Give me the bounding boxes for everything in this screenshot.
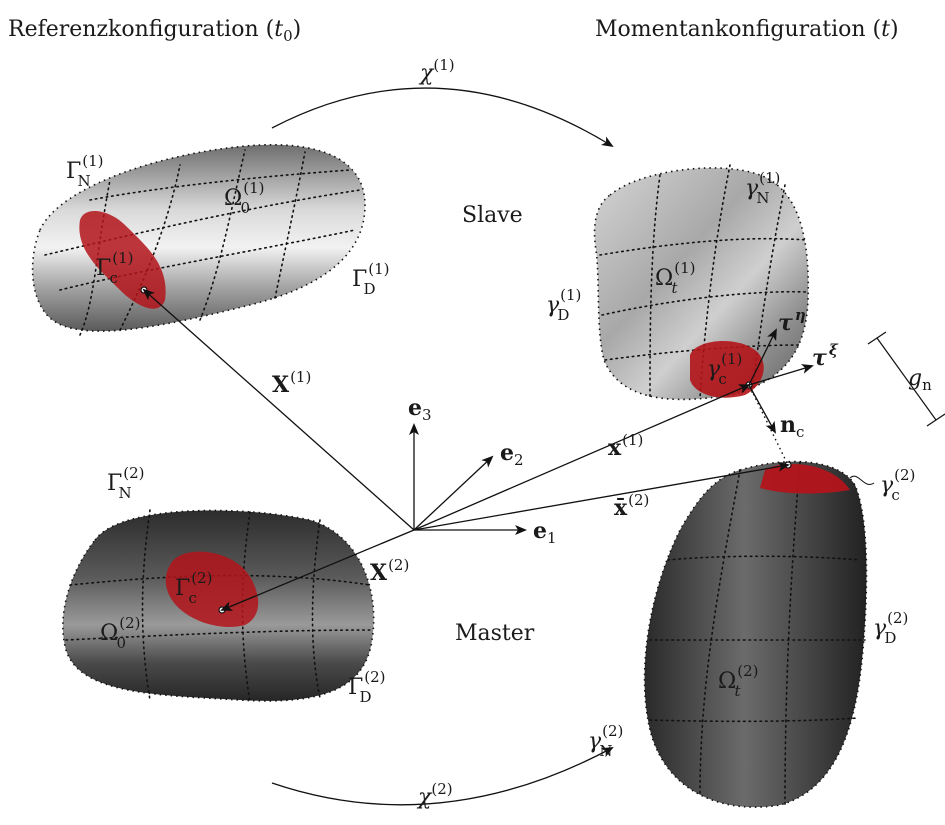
current-master-body bbox=[643, 460, 868, 808]
normal-label: nc bbox=[780, 412, 804, 441]
ref2-omega-label: Ω(2) 0 bbox=[100, 614, 141, 652]
X2-label: X(2) bbox=[370, 556, 409, 586]
gap-dimension-line bbox=[876, 337, 937, 421]
ref1-gamma-n-label: Γ(1) N bbox=[66, 152, 104, 190]
gap-label: gn bbox=[908, 366, 932, 394]
xbar2-vector bbox=[413, 461, 790, 531]
current-slave-contact-patch bbox=[690, 340, 764, 398]
ref1-gamma-c-label: Γ(1) c bbox=[96, 249, 134, 287]
cur2-gamma-c-label: γ(2) c bbox=[880, 466, 915, 504]
cur2-gamma-n-label: γ(2) N bbox=[588, 722, 623, 760]
current-config-header: Momentankonfiguration (t) bbox=[595, 17, 899, 42]
x1-vector bbox=[413, 384, 751, 531]
e3-label: e3 bbox=[408, 395, 432, 424]
X1-vector bbox=[142, 288, 415, 531]
tau-eta-arrow bbox=[748, 328, 777, 386]
current-slave-body bbox=[593, 164, 810, 401]
cur2-gamma-d-label: γ(2) D bbox=[873, 609, 908, 647]
gap-tick-bottom bbox=[926, 413, 945, 427]
xbar2-label: x̄(2) bbox=[614, 491, 649, 521]
gap-tick-top bbox=[867, 331, 887, 345]
reference-slave-body bbox=[31, 143, 366, 336]
reference-slave-contact-patch bbox=[79, 210, 166, 309]
e2-label: e2 bbox=[500, 440, 524, 469]
X2-vector bbox=[220, 529, 415, 611]
cur1-gamma-d-label: γ(1) D bbox=[546, 286, 581, 324]
tau-xi-arrow bbox=[748, 364, 814, 386]
cur2-gamma-c-leader bbox=[849, 475, 875, 485]
cur1-gamma-n-label: γ(1) N bbox=[745, 169, 780, 207]
ref2-gamma-c-label: Γ(2) c bbox=[175, 569, 213, 607]
normal-arrow bbox=[748, 384, 776, 434]
cur1-omega-label: Ω(1) t bbox=[655, 259, 696, 297]
X1-label: X(1) bbox=[272, 368, 311, 398]
chi1-arrow bbox=[271, 87, 614, 148]
ref1-gamma-d-label: Γ(1) D bbox=[352, 260, 390, 298]
master-label: Master bbox=[455, 621, 535, 646]
reference-config-header: Referenzkonfiguration (t0) bbox=[8, 17, 301, 45]
cur2-omega-label: Ω(2) t bbox=[718, 662, 759, 700]
x1-label: x(1) bbox=[608, 431, 643, 461]
slave-label: Slave bbox=[462, 203, 523, 228]
chi1-label: χ(1) bbox=[418, 56, 455, 86]
reference-master-body bbox=[62, 509, 375, 703]
ref1-omega-label: Ω(1) 0 bbox=[224, 179, 265, 217]
ref2-gamma-n-label: Γ(2) N bbox=[107, 464, 145, 502]
cur1-gamma-c-label: γ(1) c bbox=[707, 350, 742, 388]
e1-label: e1 bbox=[533, 518, 557, 547]
ref2-gamma-d-label: Γ(2) D bbox=[348, 668, 386, 706]
e2-arrow bbox=[413, 455, 494, 531]
chi2-label: χ(2) bbox=[416, 780, 453, 810]
current-master-contact-patch bbox=[760, 464, 850, 494]
reference-master-contact-patch bbox=[165, 551, 259, 628]
chi2-arrow bbox=[271, 747, 614, 806]
